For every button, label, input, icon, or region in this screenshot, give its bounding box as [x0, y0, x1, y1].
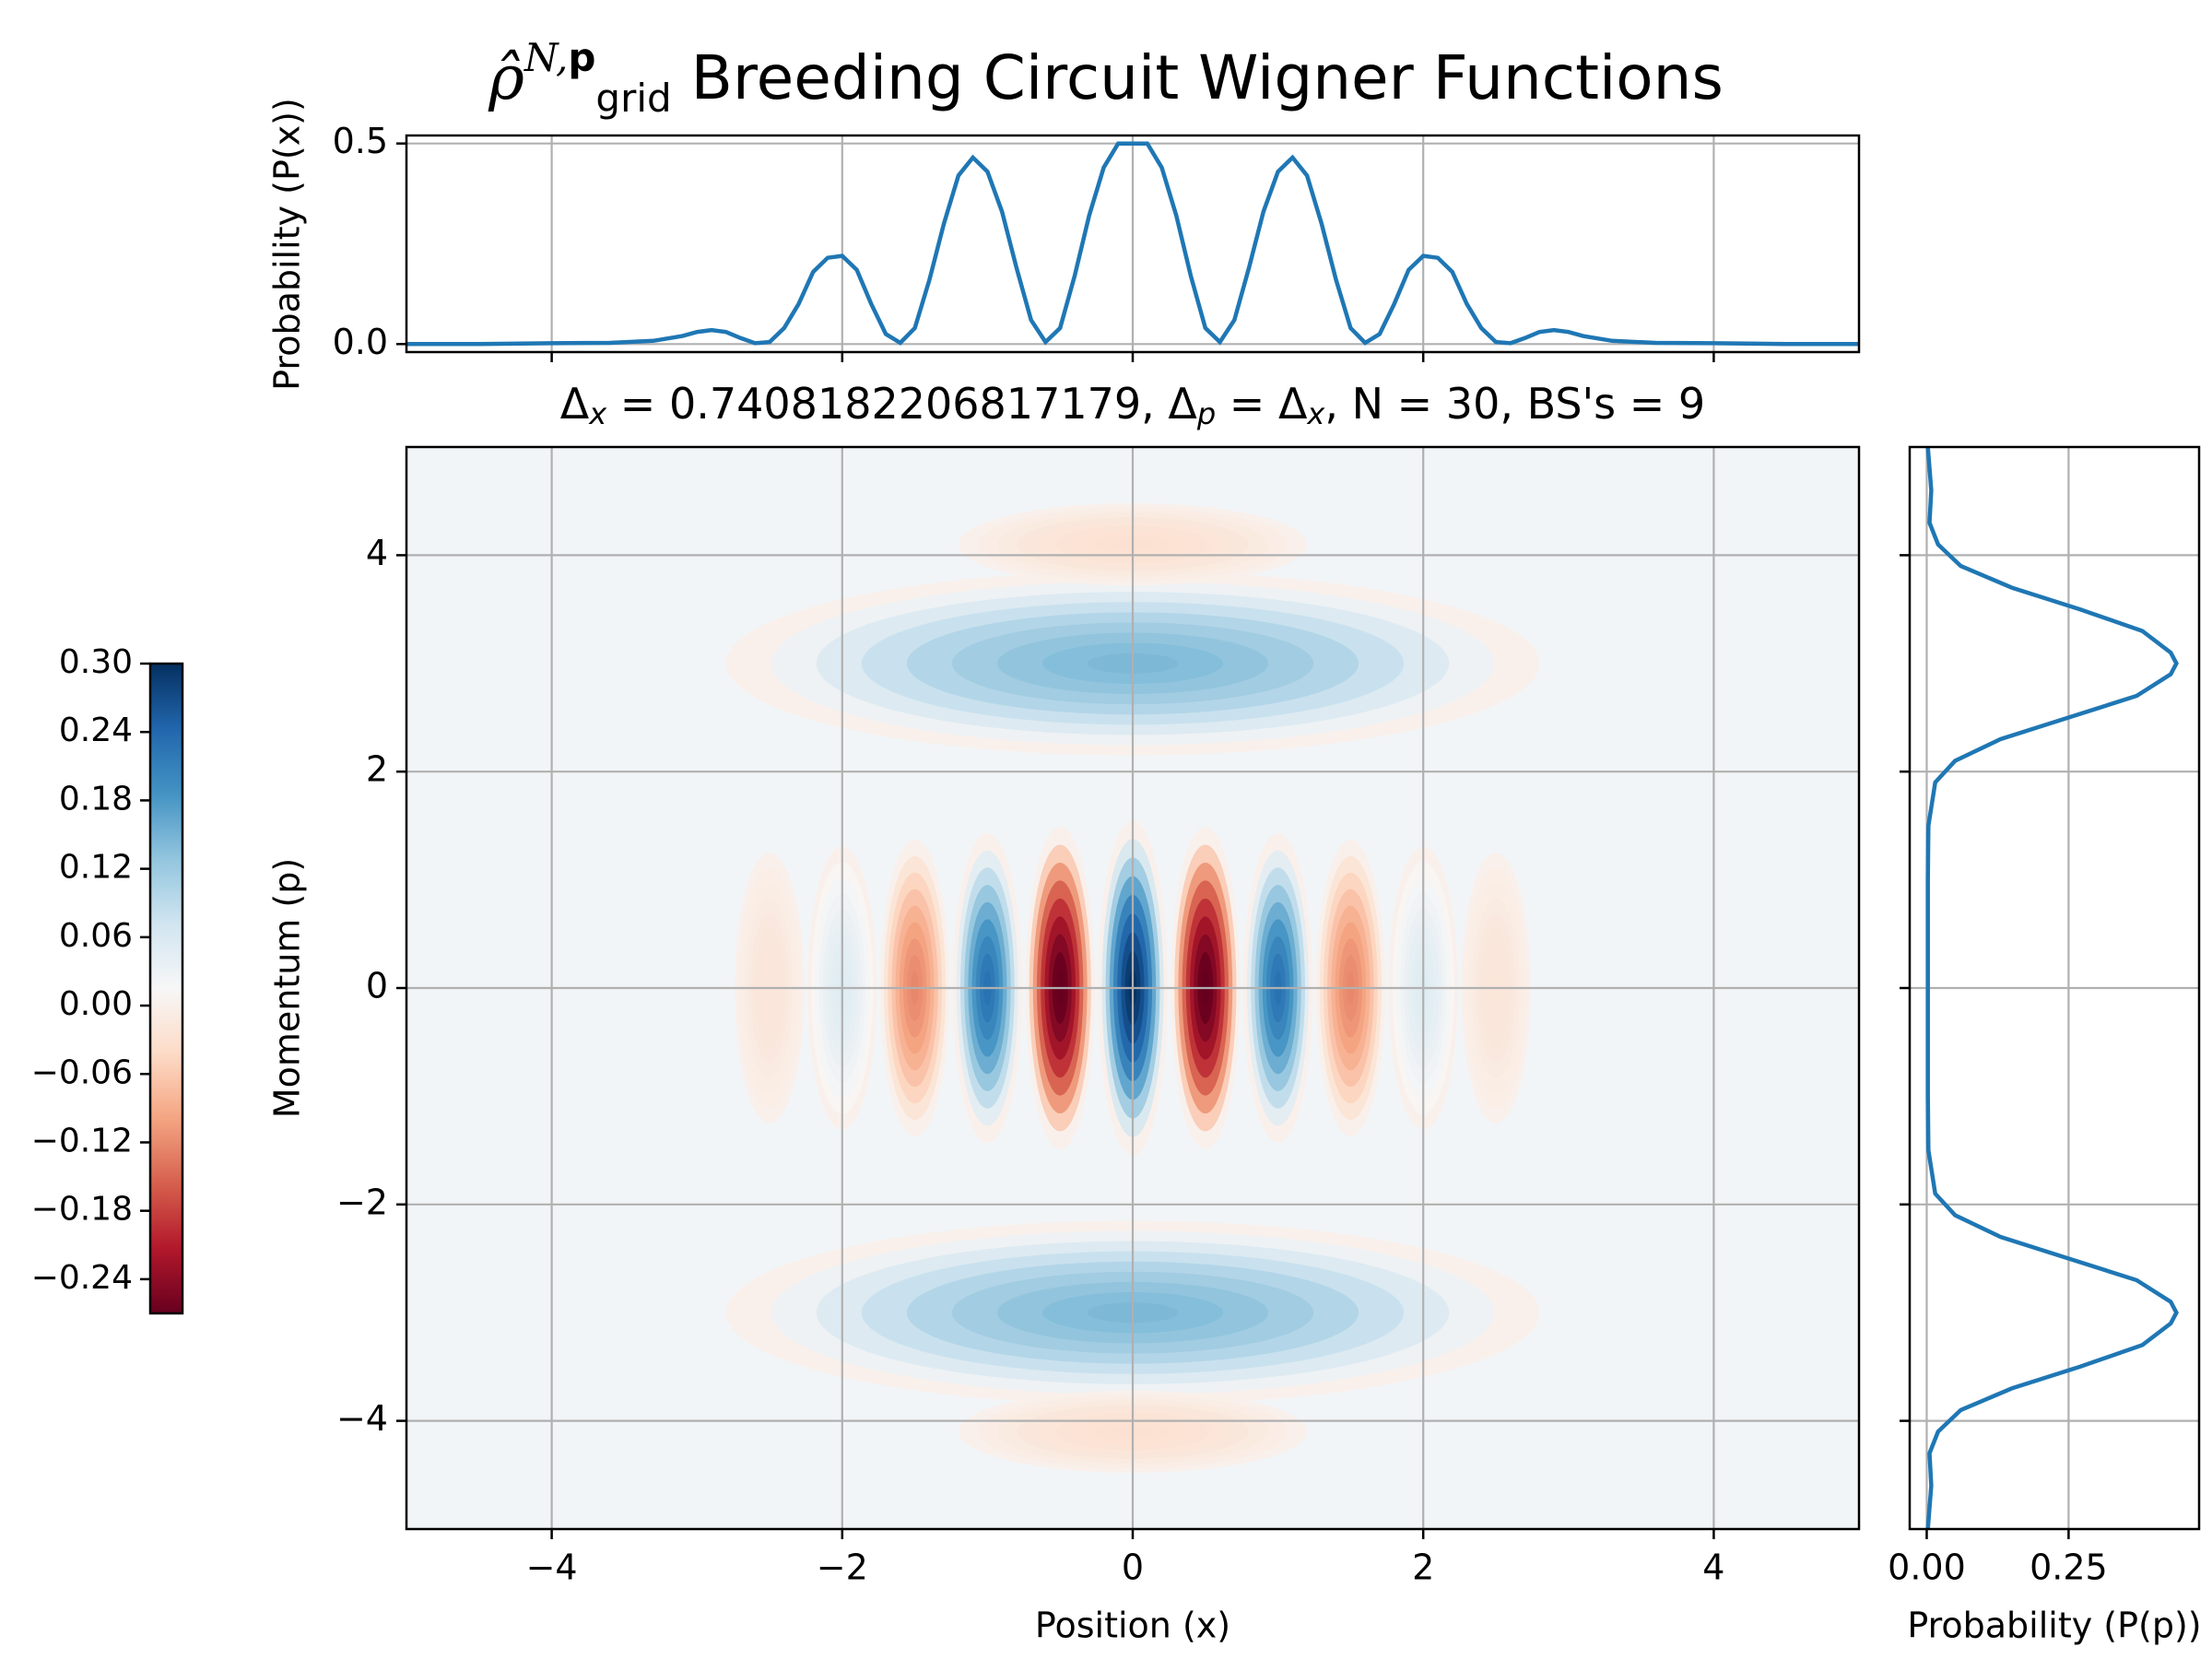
- wigner-xtick-label: 0: [1122, 1547, 1144, 1588]
- title-math-symbol: ρ̂N,pgrid: [488, 35, 672, 121]
- wigner-xtick-label: −2: [817, 1547, 868, 1588]
- wigner-xlabel: Position (x): [1035, 1606, 1230, 1646]
- title-sup: N,p: [524, 35, 596, 80]
- colorbar-tick-label: 0.18: [59, 780, 133, 818]
- marginal-p-xticks: 0.00 0.25: [1888, 1529, 2108, 1588]
- marginal-x-ytick-label: 0.5: [333, 121, 388, 161]
- title-text: Breeding Circuit Wigner Functions: [671, 42, 1724, 113]
- title-rho: ρ̂: [488, 42, 524, 113]
- colorbar-tick-label: −0.24: [31, 1259, 133, 1297]
- colorbar-tick-label: −0.06: [31, 1053, 133, 1091]
- marginal-x-line: [406, 141, 1859, 347]
- wigner-ytick-label: 2: [366, 749, 388, 790]
- marginal-x-ylabel: Probability (P(x)): [267, 98, 308, 391]
- marginal-x-yticks: 0.0 0.5: [333, 121, 406, 362]
- colorbar-tick-label: 0.30: [59, 643, 133, 681]
- marginal-p-xtick-label: 0.00: [1888, 1547, 1966, 1588]
- wigner-yticks: −4 −2 0 2 4: [336, 533, 406, 1439]
- title-sub: grid: [595, 76, 672, 121]
- marginal-p-line: [1925, 447, 2179, 1529]
- colorbar: 0.30 0.24 0.18 0.12 0.06 0.00 −0.06 −0.12 −0.18 −…: [31, 643, 184, 1315]
- marginal-p-grid: [1910, 447, 2199, 1529]
- marginal-x-xticks: [550, 352, 1715, 362]
- wigner-xticks: −4 −2 0 2 4: [526, 1529, 1724, 1588]
- wigner-ytick-label: −2: [336, 1182, 388, 1222]
- wigner-subtitle: Δx = 0.7408182206817179, Δp = Δx, N = 30…: [560, 379, 1705, 432]
- marginal-x-panel: 0.0 0.5 Probability (P(x)): [267, 98, 1861, 391]
- colorbar-tick-label: −0.18: [31, 1191, 133, 1229]
- colorbar-tick-label: 0.06: [59, 917, 133, 955]
- wigner-ytick-label: −4: [336, 1398, 388, 1439]
- wigner-xtick-label: 4: [1702, 1547, 1724, 1588]
- colorbar-tick-label: −0.12: [31, 1122, 133, 1159]
- wigner-ylabel: Momentum (p): [267, 858, 308, 1118]
- colorbar-tick-label: 0.24: [59, 712, 133, 749]
- figure-title: ρ̂N,pgrid Breeding Circuit Wigner Functi…: [0, 17, 2212, 140]
- wigner-grid: [406, 447, 1859, 1529]
- title-sup-bold: p: [568, 35, 596, 80]
- wigner-ytick-label: 0: [366, 966, 388, 1006]
- colorbar-ticks: 0.30 0.24 0.18 0.12 0.06 0.00 −0.06 −0.12 −0.18 −…: [31, 643, 150, 1297]
- wigner-xtick-label: −4: [526, 1547, 578, 1588]
- colorbar-tick-label: 0.00: [59, 985, 133, 1023]
- marginal-x-grid: [406, 135, 1859, 352]
- marginal-x-ytick-label: 0.0: [333, 322, 388, 362]
- marginal-p-panel: 0.00 0.25 Probability (P(p)): [1888, 445, 2202, 1646]
- wigner-xtick-label: 2: [1412, 1547, 1434, 1588]
- colorbar-frame: [148, 662, 184, 1315]
- colorbar-tick-label: 0.12: [59, 849, 133, 887]
- marginal-p-yticks: [1900, 554, 1910, 1422]
- wigner-panel: Δx = 0.7408182206817179, Δp = Δx, N = 30…: [267, 379, 1861, 1646]
- marginal-p-xtick-label: 0.25: [2030, 1547, 2108, 1588]
- marginal-p-xlabel: Probability (P(p)): [1907, 1606, 2201, 1646]
- colorbar-fill: [150, 664, 182, 1313]
- wigner-ytick-label: 4: [366, 533, 388, 573]
